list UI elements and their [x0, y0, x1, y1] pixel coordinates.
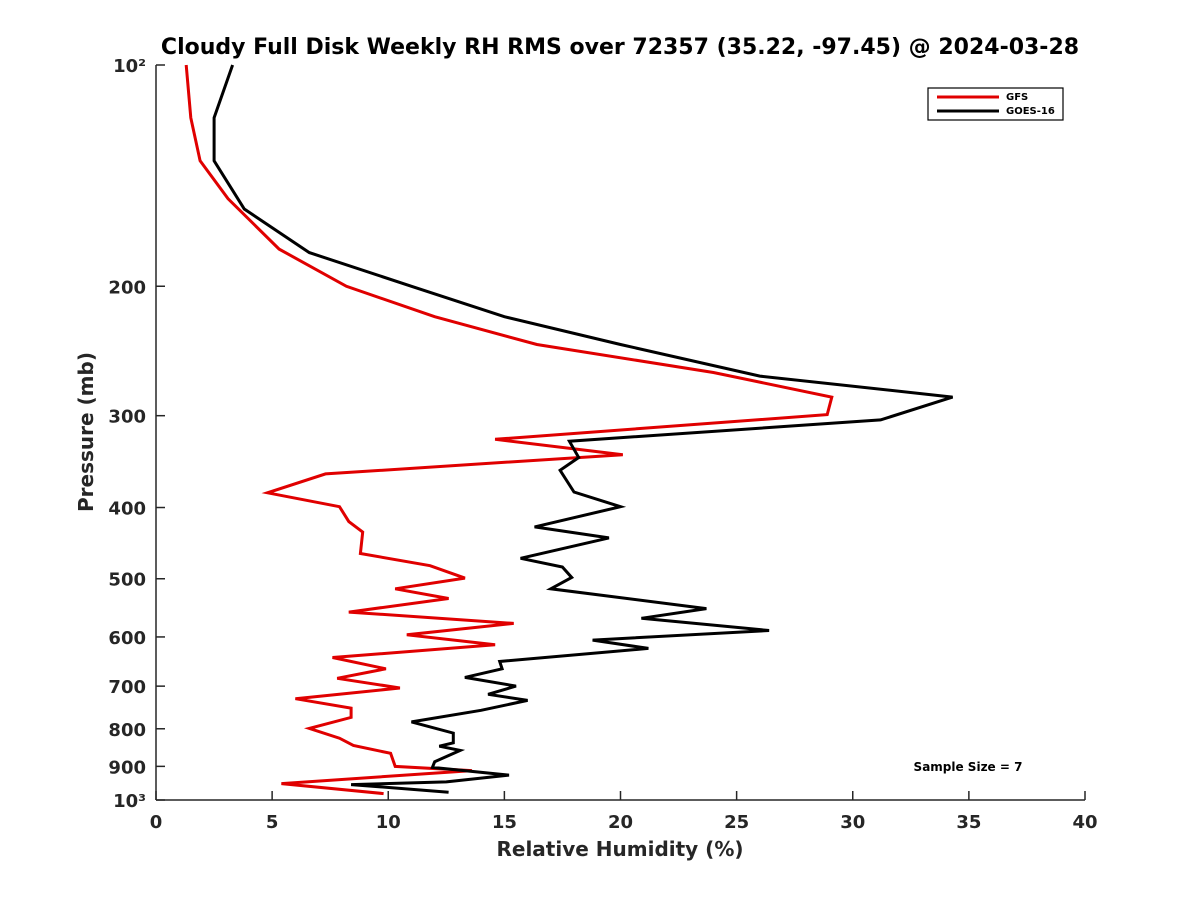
sample-size-annotation: Sample Size = 7	[914, 760, 1023, 774]
series-group	[184, 64, 954, 796]
legend-box	[927, 87, 1064, 121]
y-tick-label: 400	[108, 499, 146, 520]
x-tick-label: 30	[840, 812, 865, 833]
x-tick-label: 20	[608, 812, 633, 833]
series-line-goes16	[212, 64, 954, 794]
y-tick-label: 10²	[113, 56, 146, 77]
x-tick-label: 10	[376, 812, 401, 833]
y-tick-label: 900	[108, 757, 146, 778]
x-tick-label: 35	[956, 812, 981, 833]
y-tick-label: 10³	[113, 791, 146, 812]
x-tick-label: 40	[1072, 812, 1097, 833]
x-axis-label: Relative Humidity (%)	[496, 837, 743, 861]
y-tick-label: 600	[108, 628, 146, 649]
y-tick-label: 200	[108, 277, 146, 298]
legend: GFS GOES-16	[927, 87, 1064, 121]
legend-label-goes16: GOES-16	[1006, 106, 1055, 117]
y-tick-label: 800	[108, 720, 146, 741]
y-axis-label: Pressure (mb)	[74, 352, 98, 512]
chart-title: Cloudy Full Disk Weekly RH RMS over 7235…	[161, 35, 1079, 60]
ticks-group: 0 5 10 15 20 25 30 35 40 10² 200 300 400 500 600 700 800…	[108, 56, 1097, 833]
y-tick-label: 700	[108, 677, 146, 698]
x-tick-label: 25	[724, 812, 749, 833]
x-tick-label: 0	[150, 812, 163, 833]
legend-label-gfs: GFS	[1006, 92, 1028, 103]
x-tick-label: 5	[266, 812, 279, 833]
y-tick-label: 500	[108, 570, 146, 591]
series-line-gfs	[184, 64, 834, 796]
y-tick-label: 300	[108, 407, 146, 428]
x-tick-label: 15	[492, 812, 517, 833]
